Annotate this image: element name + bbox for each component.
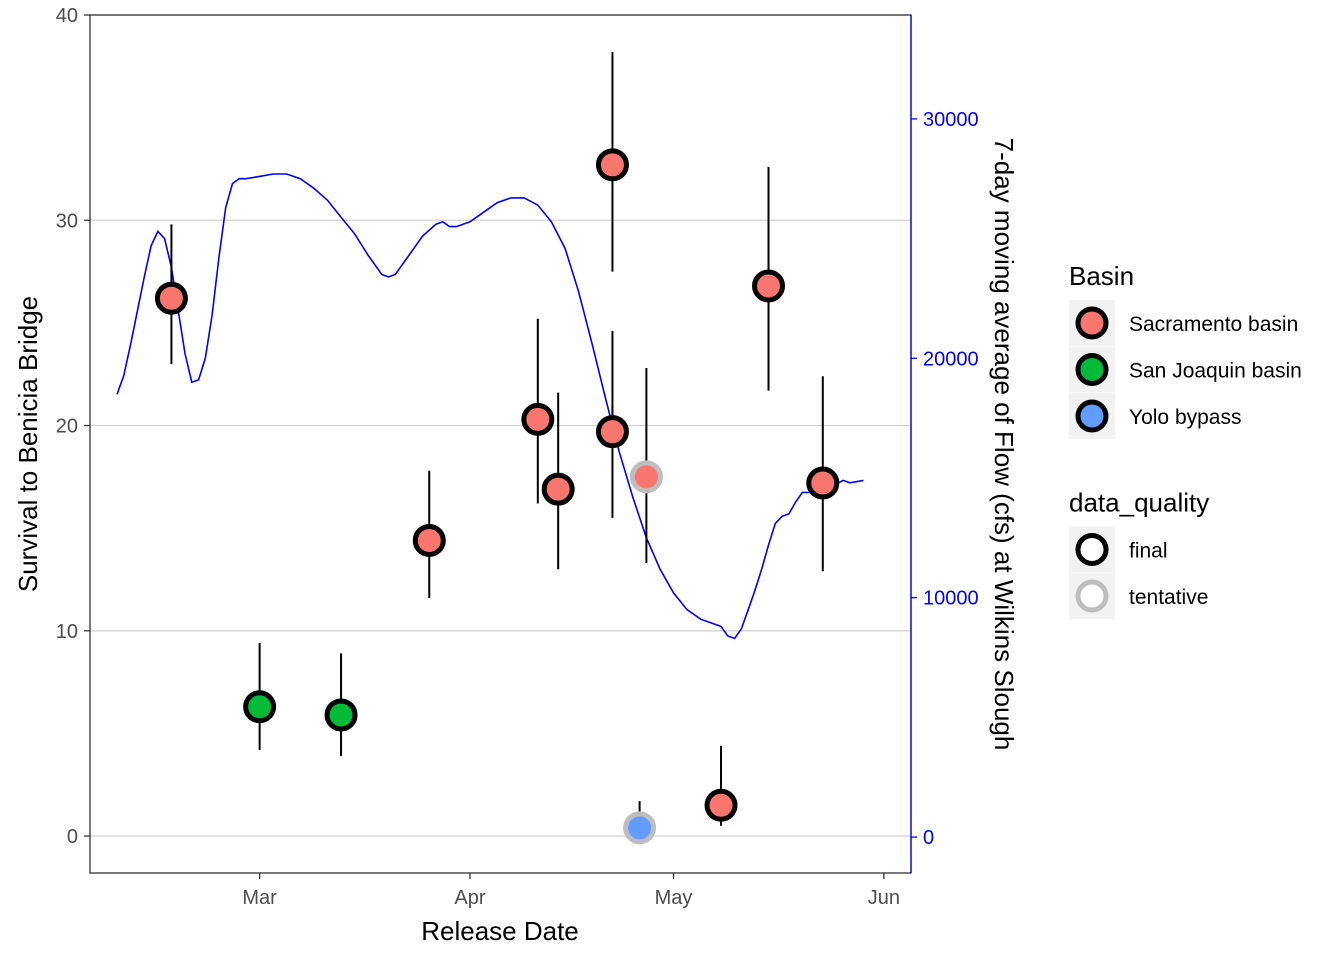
y2-tick-label: 0 <box>923 827 934 849</box>
data-point <box>595 148 629 182</box>
x-tick-label: Apr <box>454 887 485 909</box>
data-point <box>704 788 738 822</box>
y-tick-label: 30 <box>56 210 78 232</box>
legend-key <box>1075 306 1109 340</box>
legend-key <box>1075 399 1109 433</box>
x-tick-label: Jun <box>868 887 900 909</box>
y-tick-label: 10 <box>56 621 78 643</box>
x-tick-label: Mar <box>242 887 277 909</box>
x-axis: Mar Apr May Jun <box>242 873 900 909</box>
y2-axis-title: 7-day moving average of Flow (cfs) at Wi… <box>989 138 1019 751</box>
y2-tick-label: 10000 <box>923 588 979 610</box>
x-tick-label: May <box>655 887 693 909</box>
survival-points <box>154 148 840 845</box>
legend-label: San Joaquin basin <box>1129 360 1302 383</box>
legend-label: tentative <box>1129 586 1208 609</box>
data-point <box>595 415 629 449</box>
legend-key <box>1075 533 1109 566</box>
y-tick-label: 40 <box>56 5 78 27</box>
legend-title: data_quality <box>1069 488 1209 518</box>
left-y-axis: 0 10 20 30 40 <box>56 5 90 848</box>
x-axis-title: Release Date <box>421 916 579 946</box>
right-y-axis: 0 10000 20000 30000 <box>910 15 979 873</box>
y-tick-label: 20 <box>56 416 78 438</box>
legend-label: final <box>1129 540 1168 563</box>
data-point <box>806 466 840 500</box>
data-point <box>324 698 358 732</box>
data-point <box>752 269 786 303</box>
data-point <box>541 472 575 506</box>
data-point <box>629 460 663 494</box>
y-axis-title: Survival to Benicia Bridge <box>13 296 43 592</box>
flow-line <box>116 173 864 640</box>
legend: Basin Sacramento basin San Joaquin basin Yo… <box>1069 261 1302 619</box>
data-point <box>521 402 555 436</box>
legend-title: Basin <box>1069 261 1134 291</box>
data-point <box>243 690 277 724</box>
legend-label: Yolo bypass <box>1129 406 1241 429</box>
y2-tick-label: 20000 <box>923 348 979 370</box>
data-point <box>154 281 188 315</box>
data-point <box>623 811 657 845</box>
legend-label: Sacramento basin <box>1129 313 1298 336</box>
y2-tick-label: 30000 <box>923 109 979 131</box>
flow-line-layer <box>116 173 864 640</box>
legend-key <box>1075 353 1109 386</box>
data-point <box>412 523 446 557</box>
legend-key <box>1075 579 1109 613</box>
y-tick-label: 0 <box>67 826 78 848</box>
